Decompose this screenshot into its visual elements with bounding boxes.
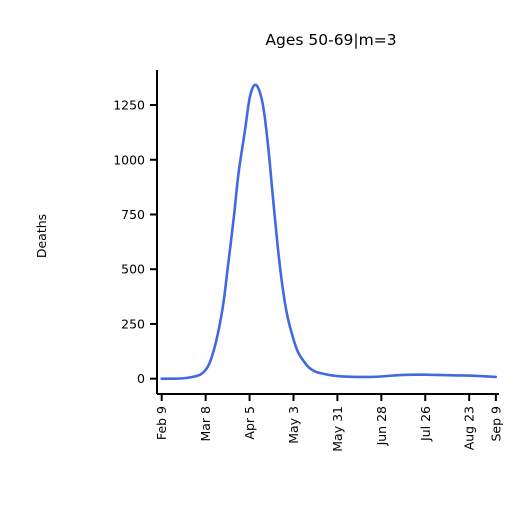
y-tick-label: 0 xyxy=(137,371,145,386)
series-line-0 xyxy=(160,83,498,381)
y-tick-label: 750 xyxy=(121,207,145,222)
y-tick-label: 1000 xyxy=(113,152,145,167)
x-tick-label: Aug 23 xyxy=(462,406,477,450)
y-ticks: 0 250 500 750 1000 1250 xyxy=(113,98,157,386)
x-tick-label: Feb 9 xyxy=(154,406,169,440)
y-axis-label: Deaths xyxy=(34,214,49,258)
y-tick-label: 1250 xyxy=(113,98,145,113)
x-tick-label: May 3 xyxy=(286,406,301,444)
x-tick-label: Jul 26 xyxy=(418,406,433,442)
x-tick-label: Mar 8 xyxy=(198,406,213,442)
y-tick-label: 250 xyxy=(121,316,145,331)
x-tick-label: Apr 5 xyxy=(242,406,257,440)
x-ticks: Feb 9 Mar 8 Apr 5 May 3 May 31 Jun 28 Jul 26 Au… xyxy=(154,394,503,452)
x-tick-label: Sep 9 xyxy=(488,406,503,442)
plot-lines xyxy=(160,83,498,381)
chart-title: Ages 50-69|m=3 xyxy=(265,31,396,49)
y-tick-label: 500 xyxy=(121,262,145,277)
x-tick-label: Jun 28 xyxy=(374,406,389,446)
x-tick-label: May 31 xyxy=(330,406,345,452)
